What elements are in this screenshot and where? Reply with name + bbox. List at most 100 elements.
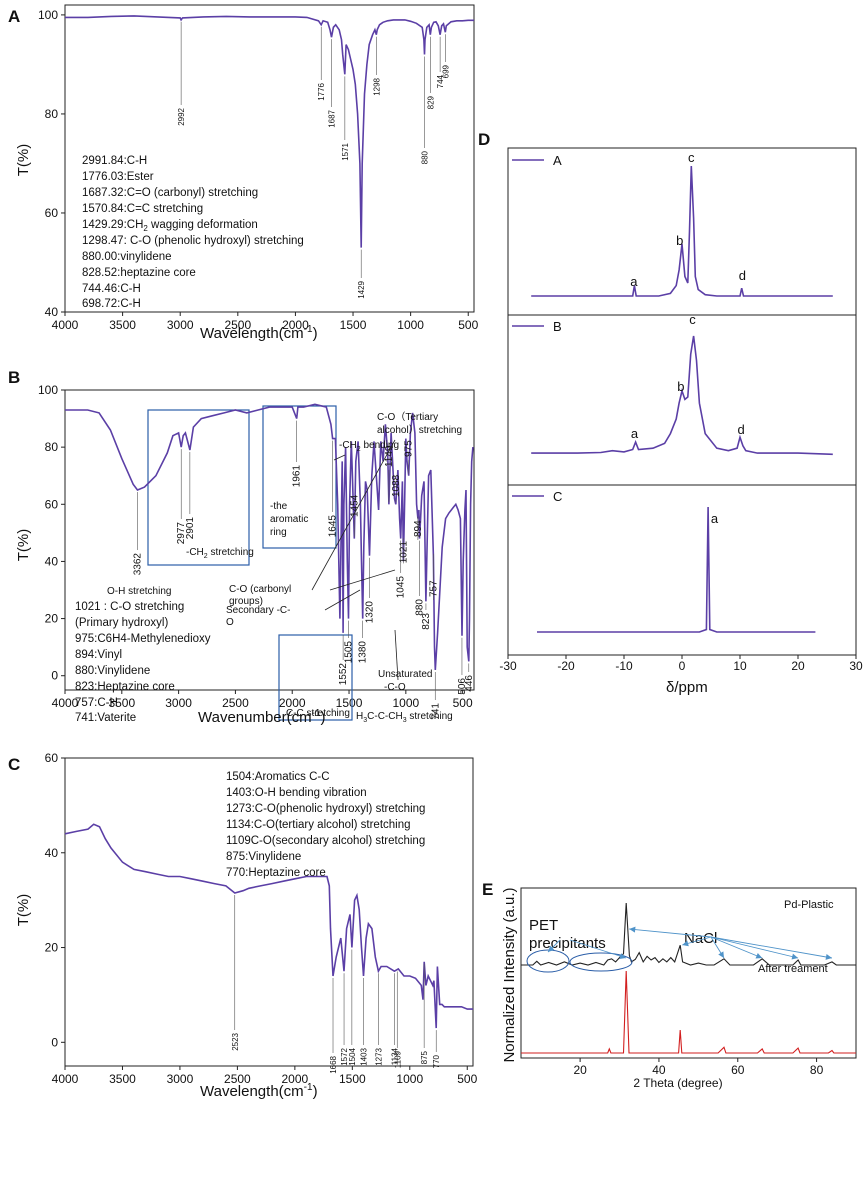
arrow-b-ch2 [333,454,346,461]
panel-b-spectrum-line [65,403,474,671]
panel-c-peak-label-5: 1273 [374,1047,383,1065]
panel-a-xlabel: Wavelength(cm-1) [200,324,318,342]
panel-a-ftir: 4000 3500 3000 2500 2000 1500 1000 500 40 60 80 10… [15,4,479,342]
panel-d-peak-label-1-0: a [631,426,639,441]
panel-b-ftir: 4000 3500 3000 2500 2000 1500 1000 500 0 20 40 60 8… [15,383,475,726]
ann-b-ring: ring [270,527,287,538]
note-a-9: 698.72:C-H [82,298,141,310]
panel-d-xtick-label-2: -10 [615,659,633,673]
arrow-b-carbonyl [329,569,396,591]
panel-e-xtick-label-0: 20 [573,1063,587,1077]
panel-a-xtick-label-6: 1000 [397,318,424,332]
panel-b-peak-label-14: 823 [421,613,432,630]
ann-b-secondary-2: O [226,617,234,628]
panel-c-ytick-label-0: 0 [51,1035,58,1049]
ann-b-unsat-2: -C-O [384,682,406,693]
panel-a-peak-label-3: 1571 [341,142,350,160]
panel-e-trace-pd-plastic [521,902,856,966]
panel-e-arrow-3 [710,936,763,959]
note-b-4: 880:Vinylidene [75,665,150,677]
panel-a-peak-label-5: 1298 [372,77,381,95]
panel-b-annotations: O-H stretching -CH2 stretching -the arom… [107,411,462,724]
panel-d-xtick-label-1: -20 [557,659,575,673]
panel-e-frame [520,887,857,1059]
note-c-6: 770:Heptazine core [226,867,326,879]
note-c-4: 1109C-O(secondary alcohol) stretching [226,835,425,847]
panel-c-xtick-label-3: 2500 [224,1072,251,1086]
panel-c-xtick-label-1: 3500 [109,1072,136,1086]
panel-c-ytick-label-1: 20 [45,941,59,955]
note-b-5: 823:Heptazine core [75,681,175,693]
note-a-3: 1570.84:C=C stretching [82,203,203,215]
arrow-b-secondary [324,589,361,611]
panel-d-legend-label-2: C [553,489,562,504]
panel-b-peak-label-12: 1320 [364,601,375,624]
panel-b-peak-label-16: 1552 [338,663,349,686]
panel-label-b: B [8,368,20,387]
ann-b-unsat-1: Unsaturated [378,669,432,680]
panel-d-peak-label-1-3: d [738,422,745,437]
panel-e-xtick-label-2: 60 [731,1063,745,1077]
panel-c-ytick-label-2: 40 [45,846,59,860]
note-c-2: 1273:C-O(phenolic hydroxyl) stretching [226,803,425,815]
panel-b-xtick-label-7: 500 [453,696,473,710]
panel-d-peak-label-0-0: a [630,274,638,289]
panel-a-ytick-label-3: 100 [38,8,58,22]
note-b-1: (Primary hydroxyl) [75,617,168,629]
panel-b-peak-label-2: 2901 [185,517,196,540]
panel-c-ftir: 4000 3500 3000 2500 2000 1500 1000 500 0204060 … [15,751,478,1100]
panel-b-box-cc [278,634,353,721]
note-c-3: 1134:C-O(tertiary alcohol) stretching [226,819,411,831]
panel-b-peak-label-17: 1505 [343,641,354,664]
panel-e-label-precipitants: precipitants [529,935,606,952]
panel-e-pet-ellipse-1 [526,949,570,973]
panel-d-peak-label-0-3: d [739,268,746,283]
panel-b-xtick-label-0: 4000 [52,696,79,710]
panel-b-arrows [311,439,399,681]
panel-b-xtick-label-1: 3500 [108,696,135,710]
note-b-2: 975:C6H4-Methylenedioxy [75,633,211,645]
panel-c-peak-label-6: 1134 [390,1047,399,1065]
panel-b-xtick-label-3: 2500 [222,696,249,710]
panel-a-xtick-label-2: 3000 [167,318,194,332]
panel-label-d: D [478,130,490,149]
panel-a-peak-label-2: 1687 [327,109,336,127]
ann-b-cc: C-C stretching [286,708,350,719]
panel-d-frame [507,147,857,656]
ann-b-secondary-1: Secondary -C- [226,605,290,616]
panel-a-ytick-label-1: 60 [45,206,59,220]
panel-c-peak-label-8: 875 [420,1050,429,1064]
panel-c-notes: 1504:Aromatics C-C 1403:O-H bending vibr… [226,771,425,879]
panel-a-peak-label-4: 1429 [357,280,366,298]
panel-b-ytick-label-5: 100 [38,383,58,397]
panel-label-c: C [8,755,20,774]
panel-d-legend-label-1: B [553,319,562,334]
panel-e-xlabel: 2 Theta (degree) [633,1076,722,1090]
panel-b-xtick-label-4: 2000 [279,696,306,710]
note-c-1: 1403:O-H bending vibration [226,787,367,799]
panel-a-xtick-label-1: 3500 [109,318,136,332]
panel-e-pet-ellipse-2 [569,952,633,972]
panel-b-xtick-label-5: 1500 [336,696,363,710]
panel-d-legend-label-0: A [553,153,562,168]
panel-a-ytick-label-0: 40 [45,305,59,319]
panel-e-label-pet: PET [529,917,558,934]
note-a-7: 828.52:heptazine core [82,267,196,279]
note-a-1: 1776.03:Ester [82,171,154,183]
arrow-b-unsat [394,629,399,681]
panel-c-peak-label-0: 2523 [231,1032,240,1050]
arrow-b-tertiary [311,439,396,591]
panel-a-frame [64,4,475,313]
ann-b-the: -the [270,501,288,512]
panel-d-xtick-label-3: 0 [679,659,686,673]
panel-b-peak-label-21: 446 [464,675,475,692]
panel-a-peak-label-6: 880 [420,150,429,164]
panel-d-peak-label-1-2: c [689,312,696,327]
panel-b-xlabel: Wavenumber(cm-1) [198,708,326,726]
ann-b-tertiary-2: alcohol）stretching [377,424,462,436]
panel-e-arrow-5 [710,936,833,959]
panel-e-ylabel: Normalized Intensity (a.u.) [501,887,518,1062]
panel-b-peak-label-6: 1149 [384,445,395,467]
panel-b-peak-label-18: 1380 [358,641,369,664]
